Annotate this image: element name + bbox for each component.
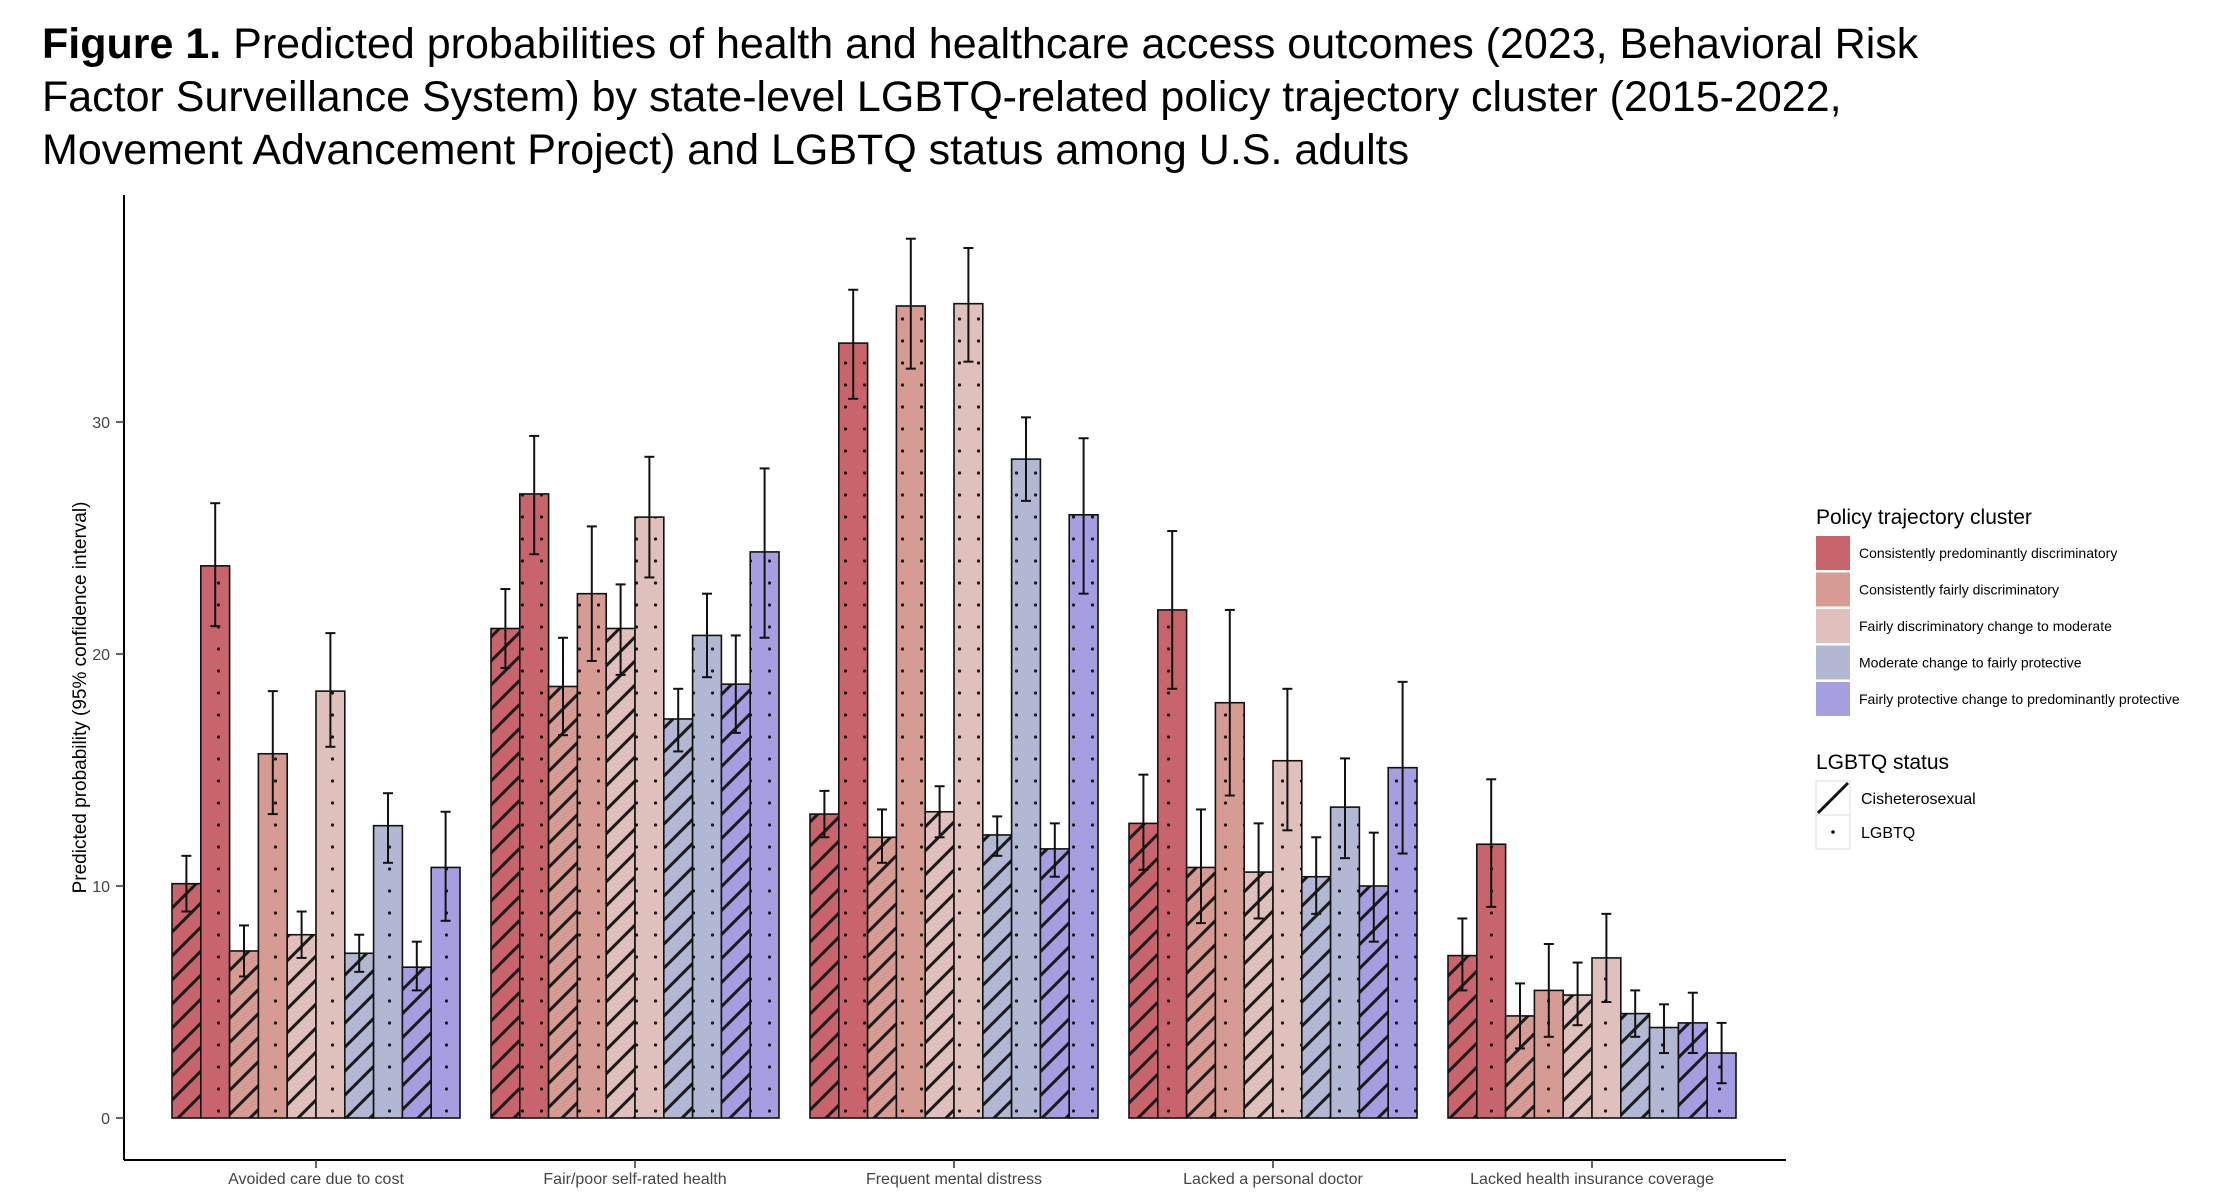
bar-pattern — [1039, 848, 1071, 1119]
bar-pattern — [372, 824, 404, 1119]
bar-pattern — [490, 627, 521, 1119]
bar-pattern — [895, 305, 927, 1119]
bar-pattern — [720, 683, 752, 1119]
x-tick-label: Fair/poor self-rated health — [543, 1171, 726, 1188]
bar-pattern — [605, 627, 636, 1119]
bar-pattern — [953, 302, 984, 1119]
bar-pattern — [981, 834, 1013, 1119]
bar-pattern — [662, 718, 694, 1119]
legend-swatch — [1816, 572, 1850, 607]
legend-label: Moderate change to fairly protective — [1859, 655, 2082, 671]
y-tick-label: 30 — [92, 415, 110, 432]
figure-title-text: Predicted probabilities of health and he… — [42, 20, 1919, 174]
bar-pattern — [200, 565, 231, 1119]
x-tick-label: Avoided care due to cost — [228, 1171, 404, 1188]
bar-pattern — [343, 952, 375, 1119]
legend-label: Consistently fairly discriminatory — [1859, 582, 2059, 598]
legend-hatch-mark — [1816, 781, 1850, 815]
bars — [171, 237, 1737, 1119]
legend-label: Fairly protective change to predominantl… — [1859, 691, 2180, 707]
legend-swatch — [1816, 609, 1850, 643]
bar-pattern — [634, 516, 665, 1119]
x-tick-label: Lacked a personal doctor — [1183, 1171, 1363, 1188]
bar-pattern — [691, 634, 723, 1119]
legend-swatch — [1816, 682, 1850, 716]
legend-dot-mark — [1831, 830, 1835, 834]
bar-pattern — [1010, 458, 1042, 1119]
legend: Policy trajectory cluster Consistently pr… — [1815, 506, 2180, 850]
legend-title-status: LGBTQ status — [1816, 751, 1949, 774]
bar-pattern — [315, 690, 346, 1119]
legend-swatch — [1816, 536, 1850, 570]
bar-pattern — [286, 933, 317, 1119]
bar-pattern — [1068, 513, 1099, 1119]
bar-pattern — [1301, 875, 1332, 1119]
bar-pattern — [924, 810, 955, 1119]
legend-label: Cisheterosexual — [1861, 791, 1976, 808]
bar-pattern — [576, 592, 608, 1119]
legend-label: Consistently predominantly discriminator… — [1859, 545, 2117, 561]
y-axis-title: Predicted probability (95% confidence in… — [70, 502, 91, 894]
bar-pattern — [1157, 609, 1188, 1119]
legend-label: Fairly discriminatory change to moderate — [1859, 618, 2112, 634]
figure-label: Figure 1. — [42, 20, 222, 68]
bar-pattern — [228, 950, 260, 1119]
x-tick-label: Frequent mental distress — [866, 1171, 1042, 1188]
y-tick-label: 10 — [92, 879, 110, 896]
y-tick-label: 0 — [101, 1111, 110, 1128]
bar-pattern — [518, 493, 550, 1119]
legend-label: LGBTQ — [1861, 825, 1915, 842]
bar-pattern — [401, 966, 432, 1119]
bar-pattern — [866, 836, 898, 1119]
bar-pattern — [547, 685, 579, 1119]
figure-title: Figure 1. Predicted probabilities of hea… — [42, 18, 2042, 177]
bar-pattern — [171, 882, 202, 1119]
axes: 0 10 20 30 Predicted probability (95% confid… — [70, 195, 1786, 1188]
y-tick-label: 20 — [92, 647, 110, 664]
x-tick-label: Lacked health insurance coverage — [1470, 1171, 1714, 1188]
bar-pattern — [809, 813, 840, 1119]
bar-pattern — [837, 342, 869, 1119]
legend-swatch — [1816, 645, 1850, 680]
legend-title-cluster: Policy trajectory cluster — [1816, 506, 2032, 529]
